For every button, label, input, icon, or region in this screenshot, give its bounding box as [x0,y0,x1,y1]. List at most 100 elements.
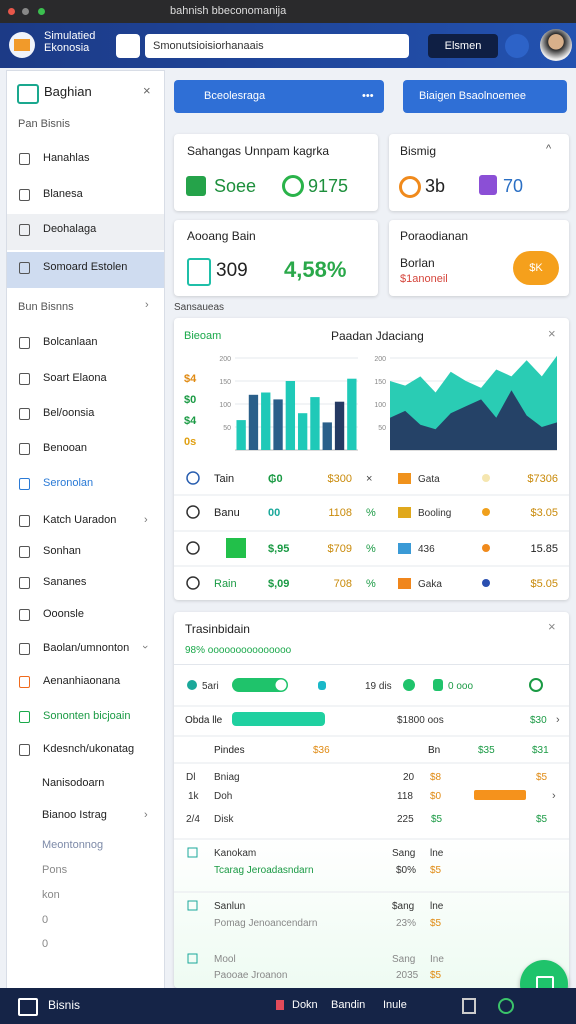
area [390,390,557,450]
sidebar-item[interactable]: Benooan [43,442,88,454]
footer-icon [18,998,38,1016]
browser-bar: bahnish bbeconomanija [0,0,576,23]
stat-card: Poraodianan Borlan $1anoneil $K [389,220,569,296]
footer-item[interactable]: Dokn [292,999,318,1011]
sidebar-item[interactable]: Hanahlas [43,152,90,164]
more-icon[interactable]: ••• [362,90,374,102]
tx-cell: Sanlun [214,901,245,912]
footer-item[interactable]: Inule [383,999,407,1011]
sidebar-item[interactable]: Aenanhiaonana [43,675,121,687]
row-name: Banu [214,507,240,519]
row-label: Gata [418,474,440,485]
tx-cell: Obda lle [185,715,223,726]
primary-button[interactable]: Bceolesraga [174,80,384,113]
sidebar-item[interactable]: Pons [42,864,68,876]
sidebar-item[interactable]: Sananes [43,576,87,588]
tx-icon [187,847,198,858]
sidebar-item[interactable]: Bianoo Istrag [42,809,107,821]
tx-cell: 19 dis [365,681,392,692]
item-icon [19,643,30,655]
search-input[interactable]: Smonutsioisiorhanaais [145,34,409,58]
bar [285,381,296,450]
y-tick-label: 200 [219,356,231,363]
card-title: Bismig [400,144,437,158]
side-label: $0 [184,394,196,406]
bar [273,399,283,450]
tx-cell: Kanokam [214,848,256,859]
bar [236,420,246,450]
sidebar-item[interactable]: Bel/oonsia [43,407,95,419]
sidebar-item[interactable]: Pan Bisnis [18,118,70,130]
sidebar-item[interactable]: 0 [42,914,49,926]
row-a: $,09 [268,578,289,590]
sidebar-item[interactable]: Bun Bisnns [18,301,74,313]
sidebar-item[interactable]: Ooonsle [43,608,84,620]
sidebar-item[interactable]: Sonhan [43,545,81,557]
item-icon [19,224,30,236]
sidebar-item[interactable]: Somoard Estolen [43,261,128,273]
pill [403,679,415,691]
tx-cell: Sang [392,848,415,859]
item-icon [19,676,30,688]
card-value: 4,58% [284,257,347,282]
secondary-button[interactable]: Biaigen Bsaolnoemee [403,80,567,113]
tx-cell: $35 [478,745,495,756]
bar-inline [474,790,526,800]
header: Simulatied Ekonosia Smonutsioisiorhanaai… [0,23,576,68]
collapse-icon[interactable]: ^ [546,143,552,155]
header-button[interactable]: Elsmen [428,34,498,58]
sidebar-item[interactable]: 0 [42,938,49,950]
card-title: Aooang Bain [187,229,256,243]
bar [322,422,332,450]
avatar[interactable] [540,29,572,61]
legend-swatch [398,473,411,484]
tx-cell: Ine [430,954,444,965]
row-label: Gaka [418,579,442,590]
tx-cell: 0 ooo [448,681,473,692]
item-icon [19,262,30,274]
sidebar-item[interactable]: Baolan/umnonton [43,642,130,654]
tx-cell: 1k [188,791,200,802]
stat-card: Sahangas Unnpam kagrka Soee 9175 [174,134,378,211]
card-button[interactable]: $K [513,251,559,285]
legend-swatch [398,507,411,518]
sidebar-item[interactable]: Bolcanlaan [43,336,98,348]
panel-title: Trasinbidain [185,622,250,636]
collapse: › [145,299,149,311]
sidebar-item[interactable]: Seronolan [43,477,94,489]
tx-cell: 225 [397,814,414,825]
sidebar-item[interactable]: Soart Elaona [43,372,107,384]
row-b: $709 [328,543,352,555]
row-value: $5.05 [530,578,558,590]
panel-title: Paadan Jdaciang [331,329,424,343]
icon [399,176,421,198]
bar [347,378,357,450]
side-label: 0s [184,436,196,448]
sidebar-item[interactable]: Meontonnog [42,839,104,851]
card-value: Soee [214,176,257,196]
close-icon[interactable]: × [548,326,556,341]
bar [310,397,320,450]
search-icon[interactable] [116,34,140,58]
item-icon [19,515,30,527]
sidebar-item[interactable]: Katch Uaradon [43,514,117,526]
stat-card: Aooang Bain 309 4,58% [174,220,378,296]
close-icon[interactable]: × [143,83,151,98]
sidebar-item[interactable]: Kdesnch/ukonatag [43,743,135,755]
sidebar-item[interactable]: Sononten bicjoain [43,710,131,722]
sidebar-item[interactable]: Blanesa [43,188,83,200]
tx-cell: $5 [536,772,548,783]
tx-cell: $1800 oos [397,715,444,726]
sidebar-title: Baghian [44,84,92,99]
item-icon [19,408,30,420]
footer-item[interactable]: Bandin [331,999,366,1011]
icon-button[interactable] [505,34,529,58]
stat-card: Bismig ^ 3b 70 [389,134,569,211]
sidebar-item[interactable]: Deohalaga [43,223,97,235]
sidebar-item[interactable]: Nanisodoarn [42,777,105,789]
close-icon[interactable]: × [548,619,556,634]
tx-cell: $5 [430,918,442,929]
sidebar-item[interactable]: kon [42,889,60,901]
url[interactable]: bahnish bbeconomanija [170,5,287,17]
tx-cell: $0% [396,865,416,876]
